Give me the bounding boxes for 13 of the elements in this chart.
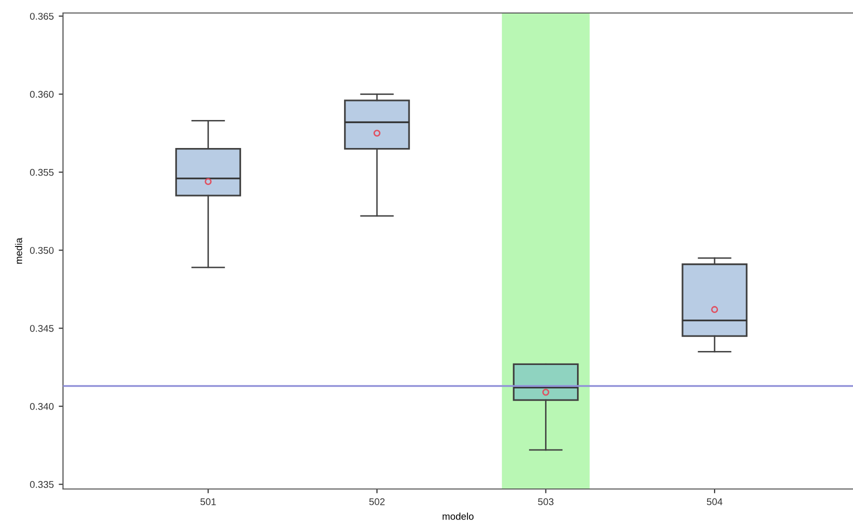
y-axis-title: media (15, 238, 22, 264)
x-tick-label: 503 (538, 498, 554, 506)
y-tick-label: 0.340 (30, 403, 54, 410)
x-tick-label: 502 (369, 498, 385, 506)
y-tick-label: 0.365 (30, 12, 54, 20)
y-tick-label: 0.360 (30, 90, 54, 98)
x-tick-label: 501 (200, 498, 216, 506)
x-axis-title: modelo (442, 512, 474, 520)
y-tick-label: 0.335 (30, 481, 54, 488)
y-tick-label: 0.355 (30, 168, 54, 176)
y-tick-label: 0.345 (30, 324, 54, 332)
y-tick-label: 0.350 (30, 246, 54, 254)
x-tick-label: 504 (706, 498, 722, 506)
